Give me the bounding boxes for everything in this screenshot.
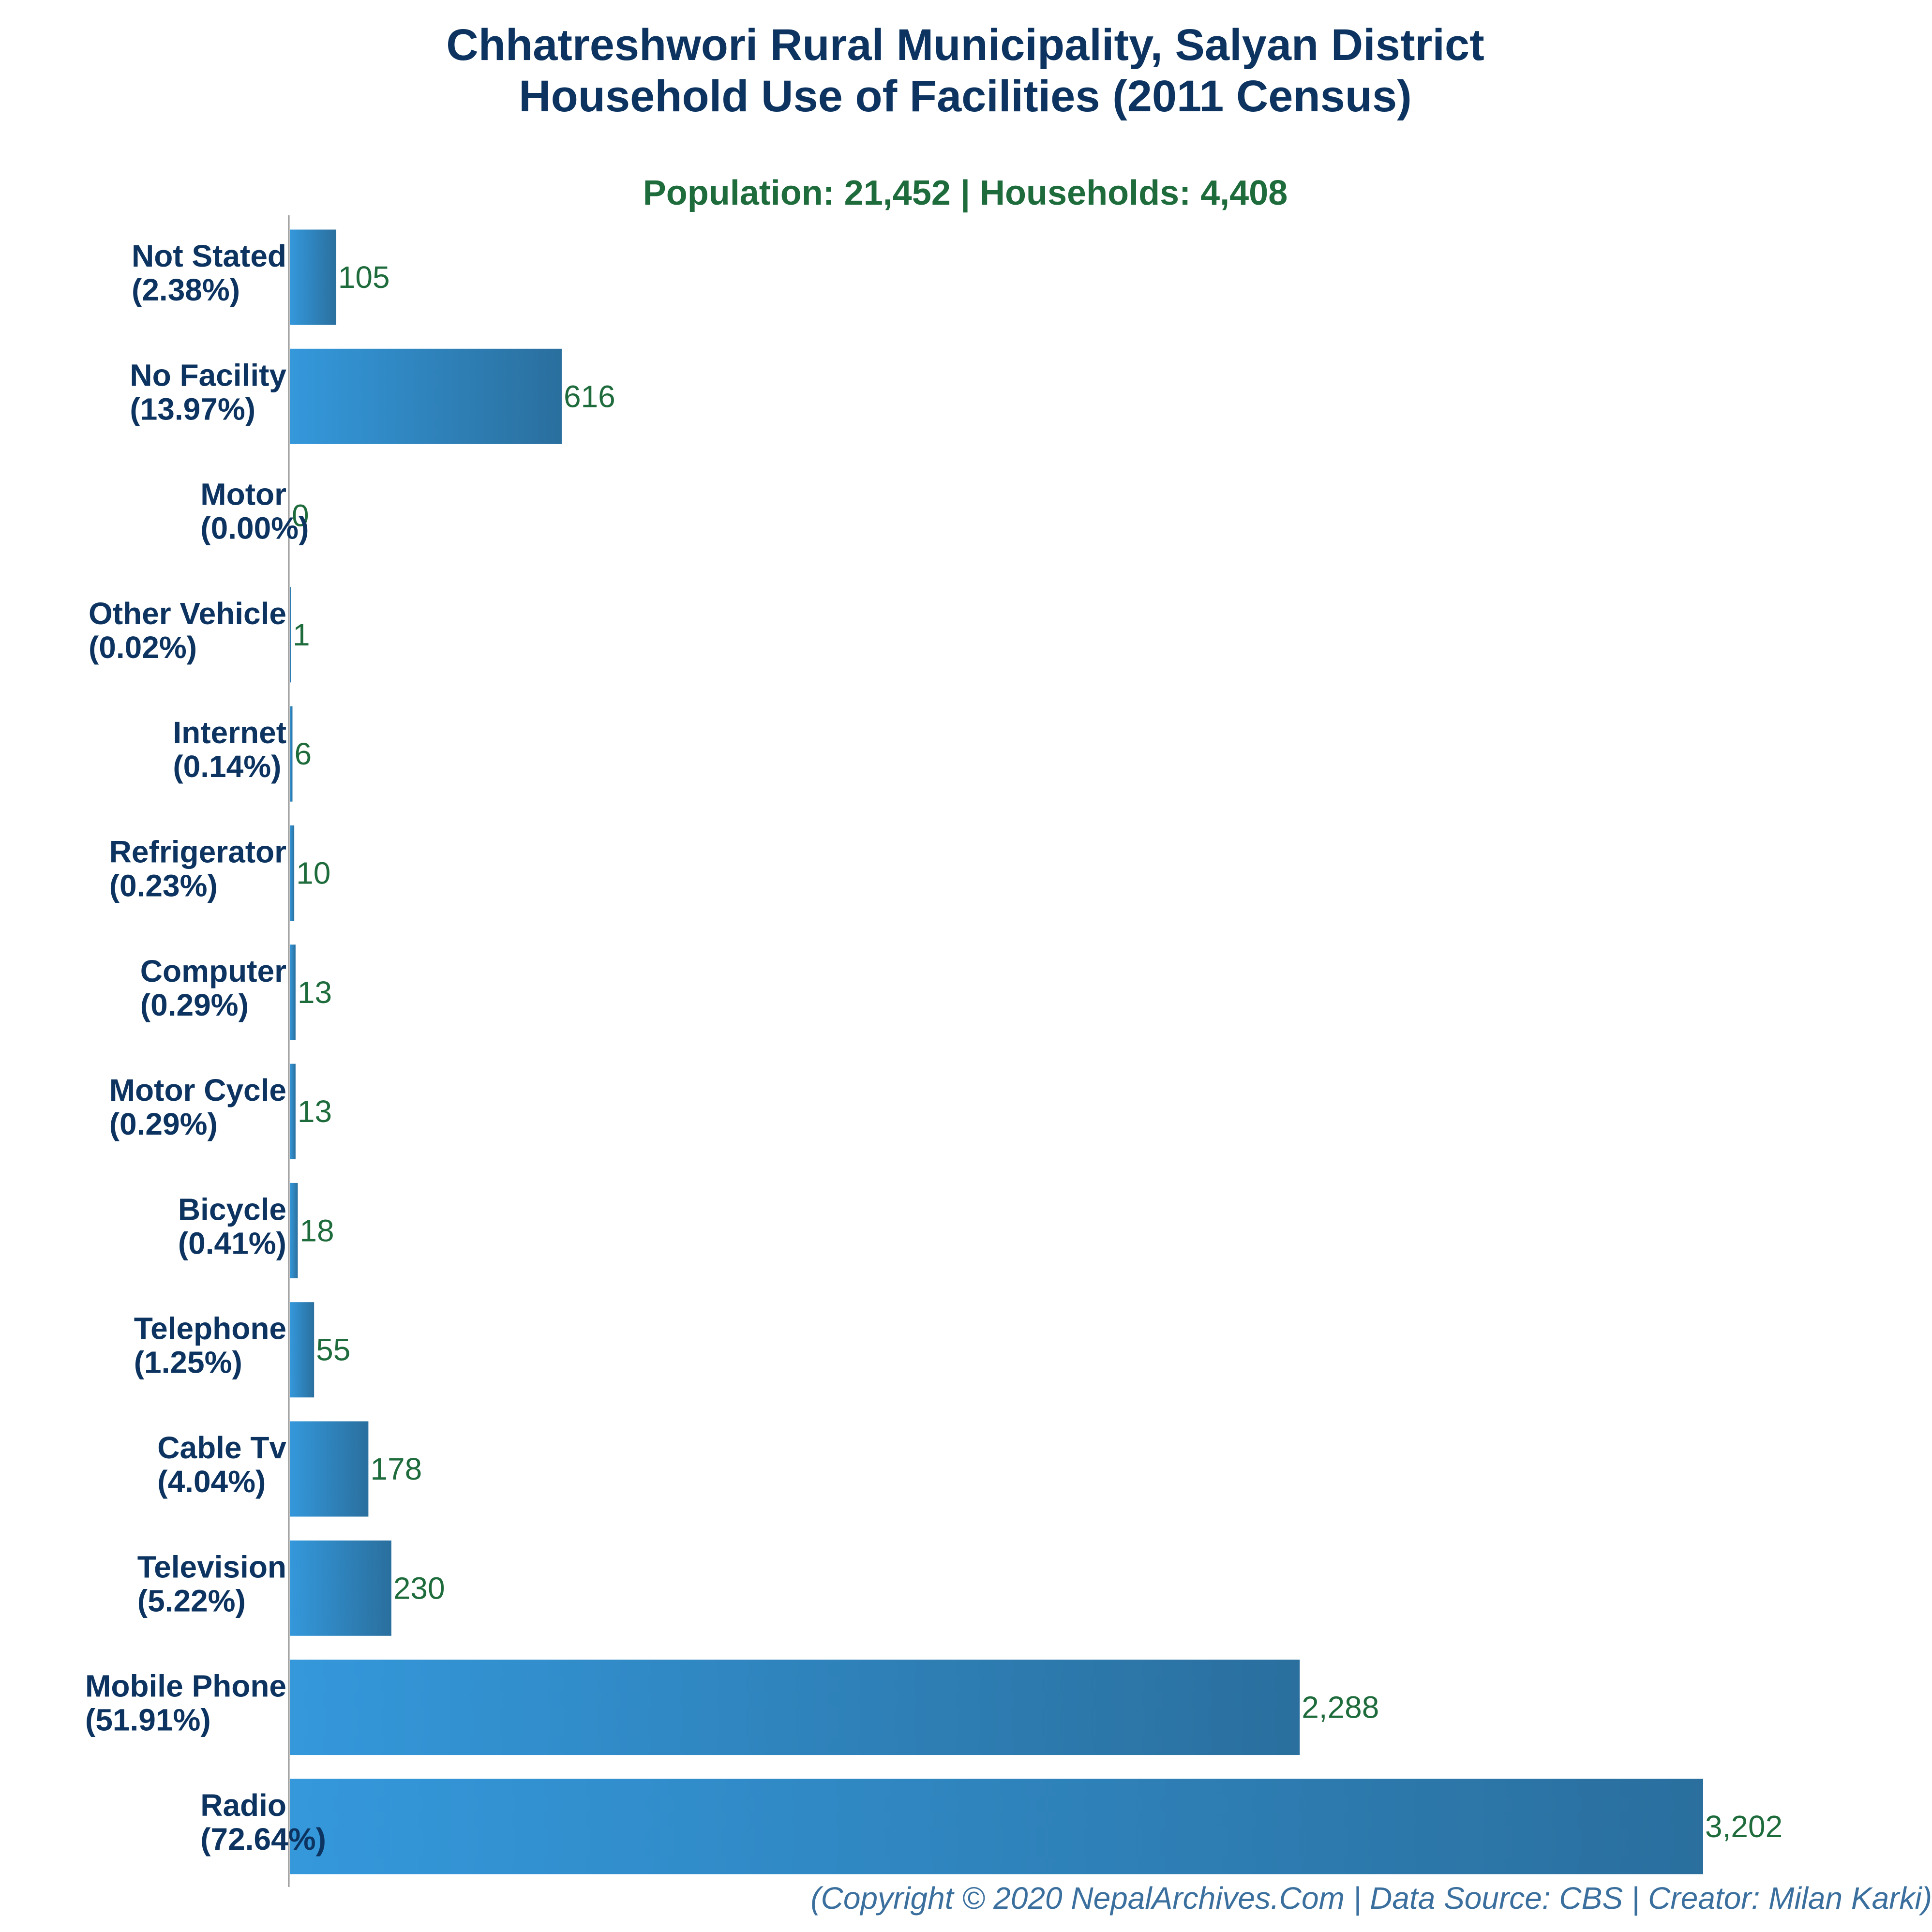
category-label-motor: Motor bbox=[200, 477, 286, 512]
category-percent-other-vehicle: (0.02%) bbox=[89, 630, 197, 665]
category-label-television: Television bbox=[137, 1549, 286, 1584]
value-label-radio: 3,202 bbox=[1705, 1809, 1782, 1844]
value-label-computer: 13 bbox=[298, 975, 332, 1010]
category-percent-motor-cycle: (0.29%) bbox=[109, 1107, 218, 1141]
value-label-motor: 0 bbox=[292, 498, 309, 533]
value-labels-group: 105 616 0 1 6 10 13 13 18 55 178 230 2,288 3,202 bbox=[292, 260, 1782, 1844]
category-label-computer: Computer bbox=[140, 954, 286, 988]
value-label-mobile-phone: 2,288 bbox=[1302, 1690, 1379, 1725]
category-label-mobile-phone: Mobile Phone bbox=[85, 1669, 286, 1704]
category-label-bicycle: Bicycle bbox=[178, 1192, 286, 1227]
category-percent-computer: (0.29%) bbox=[140, 988, 249, 1022]
value-label-cable-tv: 178 bbox=[370, 1452, 422, 1486]
category-percent-refrigerator: (0.23%) bbox=[109, 869, 218, 903]
value-label-not-stated: 105 bbox=[338, 260, 390, 295]
category-label-other-vehicle: Other Vehicle bbox=[89, 596, 286, 631]
category-label-no-facility: No Facility bbox=[130, 358, 286, 392]
bar-cable-tv bbox=[290, 1421, 369, 1517]
category-percent-not-stated: (2.38%) bbox=[132, 272, 240, 307]
category-label-not-stated: Not Stated bbox=[132, 239, 286, 273]
category-label-internet: Internet bbox=[173, 715, 286, 750]
chart-title-line-1: Chhatreshwori Rural Municipality, Salyan… bbox=[446, 20, 1484, 70]
category-label-telephone: Telephone bbox=[134, 1311, 286, 1346]
value-label-no-facility: 616 bbox=[564, 379, 615, 414]
bar-motor-cycle bbox=[290, 1063, 296, 1159]
category-percent-motor: (0.00%) bbox=[200, 511, 309, 546]
bar-refrigerator bbox=[290, 825, 295, 921]
category-percent-internet: (0.14%) bbox=[173, 749, 281, 784]
category-percent-television: (5.22%) bbox=[137, 1583, 246, 1618]
bar-radio bbox=[290, 1779, 1703, 1874]
category-percent-no-facility: (13.97%) bbox=[130, 391, 255, 426]
category-labels-group: Not Stated(2.38%) No Facility(13.97%) Moto… bbox=[85, 239, 326, 1857]
category-percent-telephone: (1.25%) bbox=[134, 1345, 242, 1380]
bar-other-vehicle bbox=[290, 587, 291, 683]
chart-footer: (Copyright © 2020 NepalArchives.Com | Da… bbox=[810, 1881, 1932, 1916]
value-label-telephone: 55 bbox=[316, 1333, 350, 1367]
value-label-bicycle: 18 bbox=[300, 1213, 334, 1248]
bar-mobile-phone bbox=[290, 1660, 1300, 1755]
chart-title-line-2: Household Use of Facilities (2011 Census… bbox=[519, 72, 1412, 121]
value-label-internet: 6 bbox=[294, 736, 312, 771]
bar-not-stated bbox=[290, 229, 336, 325]
category-label-refrigerator: Refrigerator bbox=[109, 835, 286, 869]
category-label-radio: Radio bbox=[200, 1788, 286, 1823]
value-label-refrigerator: 10 bbox=[296, 856, 330, 891]
bars-group bbox=[290, 229, 1703, 1874]
category-percent-cable-tv: (4.04%) bbox=[157, 1464, 266, 1499]
category-label-cable-tv: Cable Tv bbox=[157, 1430, 286, 1465]
chart-subtitle: Population: 21,452 | Households: 4,408 bbox=[643, 174, 1288, 212]
category-label-motor-cycle: Motor Cycle bbox=[109, 1073, 286, 1108]
value-label-television: 230 bbox=[393, 1571, 445, 1605]
value-label-motor-cycle: 13 bbox=[298, 1094, 332, 1129]
bar-bicycle bbox=[290, 1183, 298, 1278]
category-percent-mobile-phone: (51.91%) bbox=[85, 1703, 211, 1737]
bar-television bbox=[290, 1540, 391, 1636]
bar-telephone bbox=[290, 1302, 315, 1398]
bar-internet bbox=[290, 706, 293, 802]
bar-computer bbox=[290, 944, 296, 1040]
category-percent-bicycle: (0.41%) bbox=[178, 1226, 286, 1260]
value-label-other-vehicle: 1 bbox=[293, 617, 310, 652]
category-percent-radio: (72.64%) bbox=[200, 1822, 326, 1857]
bar-no-facility bbox=[290, 348, 562, 444]
